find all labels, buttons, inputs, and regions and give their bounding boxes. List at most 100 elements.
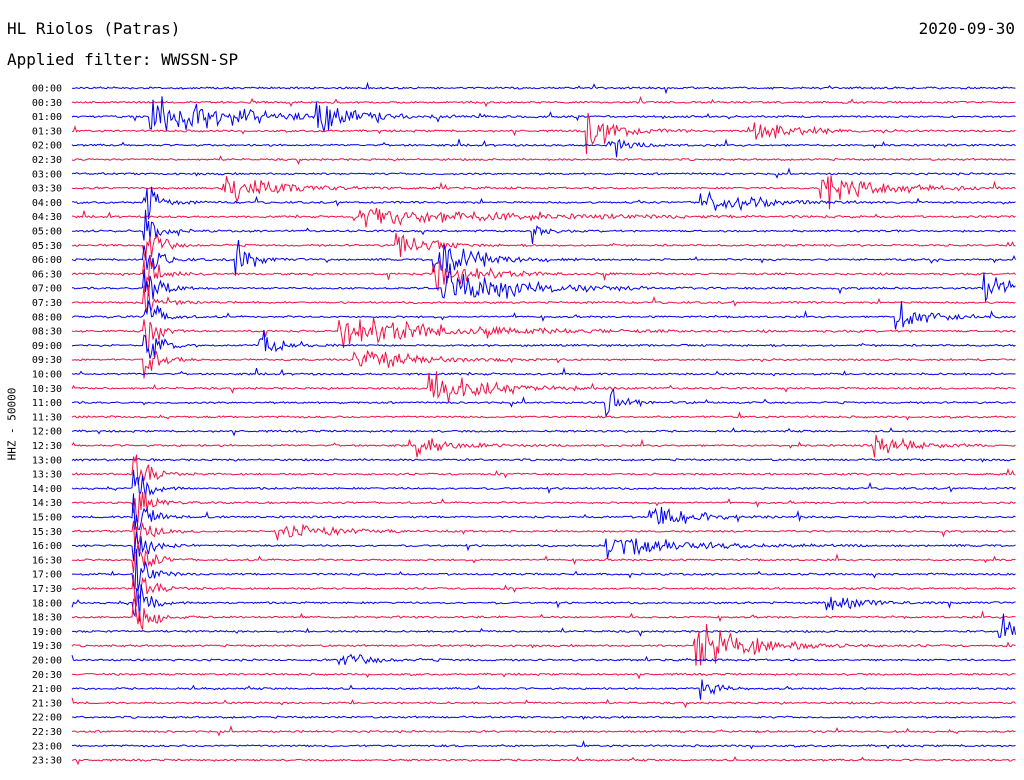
- trace-line: [71, 679, 1016, 700]
- date-label: 2020-09-30: [918, 19, 1015, 38]
- trace-line: [71, 232, 1016, 261]
- row-time-label: 01:00: [32, 112, 62, 123]
- row-time-label: 12:30: [32, 441, 62, 452]
- trace-line: [71, 329, 1016, 359]
- row-time-label: 18:00: [32, 598, 62, 609]
- trace-line: [71, 284, 1016, 312]
- trace-line: [71, 350, 1016, 379]
- row-time-label: 09:00: [32, 341, 62, 352]
- row-time-label: 14:00: [32, 484, 62, 495]
- trace-line: [71, 207, 1016, 228]
- row-time-label: 19:00: [32, 627, 62, 638]
- row-time-label: 13:00: [32, 455, 62, 466]
- row-time-label: 15:30: [32, 527, 62, 538]
- trace-line: [71, 138, 1016, 158]
- row-time-label: 04:00: [32, 198, 62, 209]
- trace-line: [71, 366, 1016, 377]
- row-time-label: 02:30: [32, 155, 62, 166]
- row-time-label: 22:30: [32, 727, 62, 738]
- row-time-label: 00:00: [32, 84, 62, 95]
- trace-line: [71, 740, 1016, 750]
- row-time-label: 21:30: [32, 698, 62, 709]
- trace-line: [71, 317, 1016, 350]
- trace-line: [71, 299, 1016, 330]
- row-time-label: 20:00: [32, 656, 62, 667]
- trace-line: [71, 531, 1016, 562]
- trace-line: [71, 81, 1016, 95]
- station-title: HL Riolos (Patras): [7, 19, 181, 38]
- row-time-label: 03:00: [32, 169, 62, 180]
- trace-line: [71, 544, 1016, 573]
- trace-line: [71, 240, 1016, 276]
- trace-line: [71, 454, 1016, 485]
- trace-line: [71, 725, 1016, 737]
- trace-line: [71, 598, 1016, 630]
- time-tick-labels: 00:00 00:30 01:00 01:30 02:00 02:30 03:00 03:30…: [32, 84, 62, 767]
- trace-line: [71, 167, 1016, 179]
- row-time-label: 22:00: [32, 713, 62, 724]
- trace-line: [71, 263, 1016, 303]
- row-time-label: 11:30: [32, 412, 62, 423]
- row-time-label: 05:30: [32, 241, 62, 252]
- row-time-label: 12:00: [32, 427, 62, 438]
- trace-line: [71, 520, 1016, 553]
- trace-line: [72, 715, 1016, 720]
- trace-line: [71, 209, 1016, 244]
- row-time-label: 02:00: [32, 141, 62, 152]
- trace-line: [71, 697, 1016, 709]
- row-time-label: 11:00: [32, 398, 62, 409]
- row-time-label: 19:30: [32, 641, 62, 652]
- trace-line: [71, 584, 1016, 622]
- row-time-label: 03:30: [32, 184, 62, 195]
- trace-line: [71, 411, 1016, 421]
- trace-line: [71, 624, 1016, 666]
- trace-line: [71, 493, 1016, 530]
- row-time-label: 09:30: [32, 355, 62, 366]
- trace-line: [71, 387, 1016, 418]
- row-time-label: 01:30: [32, 126, 62, 137]
- row-time-label: 06:30: [32, 269, 62, 280]
- row-time-label: 18:30: [32, 613, 62, 624]
- row-time-label: 16:30: [32, 555, 62, 566]
- trace-line: [71, 434, 1016, 458]
- row-time-label: 10:00: [32, 370, 62, 381]
- filter-label: Applied filter: WWSSN-SP: [7, 50, 239, 69]
- trace-line: [71, 155, 1016, 166]
- trace-line: [71, 175, 1016, 210]
- row-time-label: 07:00: [32, 284, 62, 295]
- trace-line: [71, 491, 1016, 523]
- trace-line: [71, 613, 1016, 639]
- row-time-label: 17:30: [32, 584, 62, 595]
- row-time-label: 07:30: [32, 298, 62, 309]
- row-time-label: 14:30: [32, 498, 62, 509]
- trace-line: [71, 458, 1016, 463]
- trace-line: [71, 469, 1016, 498]
- trace-line: [71, 371, 1016, 403]
- trace-line: [71, 95, 1016, 108]
- row-time-label: 00:30: [32, 98, 62, 109]
- row-time-label: 20:30: [32, 670, 62, 681]
- row-time-label: 23:00: [32, 741, 62, 752]
- row-time-label: 17:00: [32, 570, 62, 581]
- trace-line: [71, 653, 1016, 666]
- row-time-label: 15:00: [32, 513, 62, 524]
- row-time-label: 21:00: [32, 684, 62, 695]
- trace-line: [71, 96, 1016, 133]
- trace-line: [71, 574, 1016, 608]
- trace-line: [71, 755, 1016, 766]
- row-time-label: 08:00: [32, 312, 62, 323]
- trace-line: [71, 186, 1016, 220]
- row-time-label: 05:00: [32, 227, 62, 238]
- row-time-label: 04:30: [32, 212, 62, 223]
- trace-line: [71, 112, 1016, 155]
- trace-line: [71, 427, 1016, 437]
- row-time-label: 13:30: [32, 470, 62, 481]
- trace-line: [71, 549, 1016, 591]
- row-time-label: 08:30: [32, 327, 62, 338]
- row-time-label: 23:30: [32, 756, 62, 767]
- row-time-label: 06:00: [32, 255, 62, 266]
- trace-group: [71, 81, 1016, 766]
- trace-line: [72, 672, 1016, 680]
- trace-line: [71, 256, 1016, 291]
